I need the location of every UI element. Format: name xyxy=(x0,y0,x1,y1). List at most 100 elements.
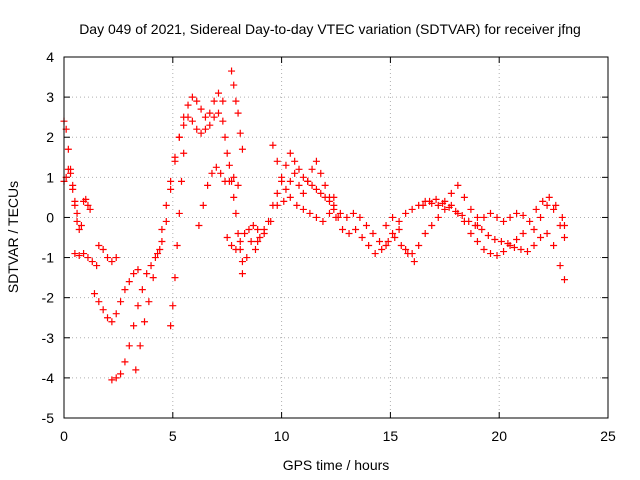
data-point-arc-20 xyxy=(458,211,466,219)
data-point-arc-7 xyxy=(138,286,146,294)
data-point-arc-1 xyxy=(64,145,72,153)
data-point-arc-15 xyxy=(282,161,290,169)
data-point-arc-5 xyxy=(117,298,125,306)
data-point-arc-8 xyxy=(188,117,196,125)
data-point-arc-5 xyxy=(108,318,116,326)
data-point-arc-3 xyxy=(75,252,83,260)
data-point-arc-19 xyxy=(395,225,403,233)
data-point-arc-7 xyxy=(143,270,151,278)
data-point-arc-21 xyxy=(493,213,501,221)
data-point-arc-20 xyxy=(491,236,499,244)
data-point-arc-20 xyxy=(537,234,545,241)
data-point-arc-17 xyxy=(291,169,299,177)
data-point-arc-11 xyxy=(212,163,220,171)
data-point-arc-19 xyxy=(473,238,481,246)
data-point-arc-9 xyxy=(167,185,175,193)
data-point-arc-19 xyxy=(402,246,410,254)
data-point-arc-12 xyxy=(225,161,233,169)
data-point-arc-15 xyxy=(317,189,325,197)
data-point-arc-17 xyxy=(312,157,320,165)
data-point-arc-6 xyxy=(108,258,116,266)
data-point-arc-20 xyxy=(510,244,518,252)
data-point-arc-3 xyxy=(80,250,88,258)
data-point-arc-19 xyxy=(500,248,508,256)
data-point-arc-22 xyxy=(550,205,558,213)
data-point-arc-16 xyxy=(312,213,320,221)
data-point-arc-16 xyxy=(325,209,333,217)
data-point-arc-7 xyxy=(108,376,116,384)
data-point-arc-9 xyxy=(214,89,222,97)
data-point-arc-21 xyxy=(513,209,521,217)
data-point-arc-13 xyxy=(232,97,240,105)
data-point-arc-20 xyxy=(439,199,447,207)
data-point-arc-1 xyxy=(75,225,83,233)
data-point-arc-21 xyxy=(506,213,514,221)
data-point-arc-16 xyxy=(339,225,347,233)
data-point-arc-10 xyxy=(167,322,175,330)
y-tick-label: -3 xyxy=(42,330,55,346)
data-point-arc-20 xyxy=(517,246,525,254)
data-point-arc-3 xyxy=(84,254,92,262)
data-point-arc-1 xyxy=(73,217,81,225)
data-point-arc-8 xyxy=(154,250,162,258)
data-point-arc-12 xyxy=(232,209,240,217)
y-tick-label: -4 xyxy=(42,370,55,386)
data-point-arc-7 xyxy=(147,262,155,270)
data-point-arc-14 xyxy=(249,221,257,229)
data-point-arc-20 xyxy=(465,217,473,225)
data-point-arc-18 xyxy=(349,209,357,217)
data-point-arc-10 xyxy=(180,149,188,157)
data-point-arc-13 xyxy=(238,145,246,153)
data-point-arc-13 xyxy=(234,109,242,117)
data-point-arc-14 xyxy=(236,238,244,246)
data-point-arc-14 xyxy=(223,234,231,241)
data-point-arc-20 xyxy=(484,231,492,239)
data-point-arc-9 xyxy=(184,101,192,109)
data-point-arc-8 xyxy=(201,125,209,133)
data-point-arc-17 xyxy=(304,177,312,185)
data-point-arc-20 xyxy=(550,242,558,250)
y-tick-label: 0 xyxy=(46,209,54,225)
data-point-arc-18 xyxy=(434,201,442,209)
data-point-arc-3 xyxy=(88,258,96,266)
data-point-arc-8 xyxy=(214,109,222,117)
data-point-arc-17 xyxy=(269,141,277,149)
data-point-arc-20 xyxy=(556,262,564,270)
data-point-arc-9 xyxy=(206,109,214,117)
data-point-arc-20 xyxy=(497,238,505,246)
data-point-arc-5 xyxy=(130,270,138,278)
data-point-arc-16 xyxy=(267,217,275,225)
data-point-arc-8 xyxy=(210,113,218,121)
data-point-arc-14 xyxy=(241,229,249,237)
x-tick-labels: 0 5 10 15 20 25 xyxy=(60,428,616,444)
data-point-arc-20 xyxy=(478,225,486,233)
data-point-arc-4 xyxy=(84,201,92,209)
data-point-arc-10 xyxy=(169,302,177,310)
data-point-arc-9 xyxy=(158,238,166,246)
data-point-arc-13 xyxy=(230,81,238,89)
data-point-arc-18 xyxy=(356,213,364,221)
data-point-arc-18 xyxy=(389,229,397,237)
data-point-arc-12 xyxy=(238,258,246,266)
data-point-arc-7 xyxy=(117,370,125,378)
data-point-arc-16 xyxy=(371,250,379,258)
y-tick-label: -5 xyxy=(42,410,55,426)
data-point-arc-8 xyxy=(149,274,157,282)
data-point-arc-10 xyxy=(171,274,179,282)
data-point-arc-10 xyxy=(175,209,183,217)
y-tick-label: -1 xyxy=(42,250,55,266)
data-point-arc-5 xyxy=(112,310,120,318)
data-point-arc-19 xyxy=(519,229,527,237)
data-point-arc-5 xyxy=(134,266,142,274)
data-point-arc-5 xyxy=(90,290,98,298)
data-point-arc-17 xyxy=(295,181,303,189)
data-point-arc-9 xyxy=(197,105,205,113)
data-point-arc-6 xyxy=(104,254,112,262)
data-point-arc-18 xyxy=(460,193,468,201)
data-point-arc-19 xyxy=(428,221,436,229)
data-point-arc-12 xyxy=(230,193,238,201)
data-point-arc-11 xyxy=(234,181,242,189)
data-point-arc-17 xyxy=(299,189,307,197)
data-point-arc-8 xyxy=(206,121,214,129)
